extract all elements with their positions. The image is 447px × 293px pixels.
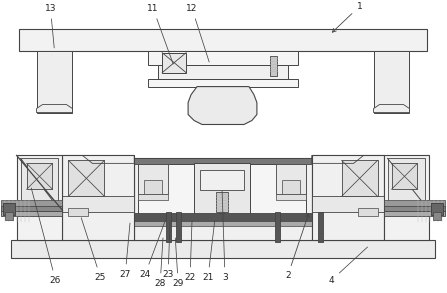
Bar (200, 170, 244, 190)
Text: 13: 13 (45, 4, 56, 48)
Text: 28: 28 (155, 238, 166, 287)
Bar (270, 56, 277, 76)
Bar (134, 213, 312, 221)
Text: 4: 4 (329, 247, 367, 285)
Text: 2: 2 (285, 214, 309, 280)
Polygon shape (188, 87, 257, 125)
Bar (63, 155, 134, 240)
Bar (342, 160, 378, 196)
Bar (37, 51, 72, 113)
Bar (275, 212, 280, 242)
Text: 27: 27 (120, 223, 131, 279)
Bar (162, 53, 186, 73)
Bar (384, 200, 445, 206)
Polygon shape (37, 105, 72, 113)
Bar (374, 51, 409, 113)
Bar (4, 212, 13, 220)
Bar (68, 160, 104, 196)
Bar (138, 194, 168, 200)
Bar (134, 221, 312, 226)
Text: 26: 26 (31, 188, 61, 285)
Bar (318, 212, 323, 242)
Bar (216, 192, 228, 212)
Text: 24: 24 (139, 221, 165, 279)
Text: 12: 12 (186, 4, 209, 62)
Bar (234, 164, 306, 222)
Bar (11, 240, 435, 258)
Bar (138, 164, 168, 194)
Bar (312, 155, 384, 240)
Bar (431, 203, 443, 215)
Text: 23: 23 (162, 221, 174, 279)
Bar (148, 51, 298, 65)
Bar (312, 196, 384, 212)
Text: 29: 29 (173, 238, 184, 287)
Bar (384, 211, 445, 216)
Bar (148, 79, 298, 87)
Bar (282, 180, 300, 194)
Bar (0, 206, 63, 211)
Bar (3, 203, 15, 215)
Bar (384, 155, 430, 240)
Text: 1: 1 (333, 2, 363, 32)
Bar (138, 164, 210, 222)
Bar (17, 155, 63, 240)
Polygon shape (219, 212, 225, 216)
Bar (68, 208, 89, 216)
Bar (194, 163, 250, 223)
Text: 21: 21 (202, 221, 215, 282)
Bar (276, 194, 306, 200)
Bar (26, 163, 52, 189)
Bar (276, 164, 306, 194)
Bar (144, 180, 162, 194)
Bar (134, 159, 312, 240)
Bar (358, 208, 378, 216)
Bar (19, 29, 427, 51)
Bar (166, 212, 171, 242)
Polygon shape (374, 105, 409, 113)
Bar (388, 159, 426, 208)
Bar (158, 65, 288, 79)
Bar (0, 211, 63, 216)
Text: 3: 3 (222, 191, 228, 282)
Bar (384, 206, 445, 211)
Bar (176, 212, 181, 242)
Bar (392, 163, 417, 189)
Text: 25: 25 (81, 218, 106, 282)
Bar (21, 159, 59, 208)
Bar (434, 212, 441, 220)
Bar (0, 200, 63, 206)
Text: 22: 22 (185, 221, 196, 282)
Text: 11: 11 (148, 4, 173, 64)
Bar (63, 196, 134, 212)
Bar (134, 159, 312, 164)
